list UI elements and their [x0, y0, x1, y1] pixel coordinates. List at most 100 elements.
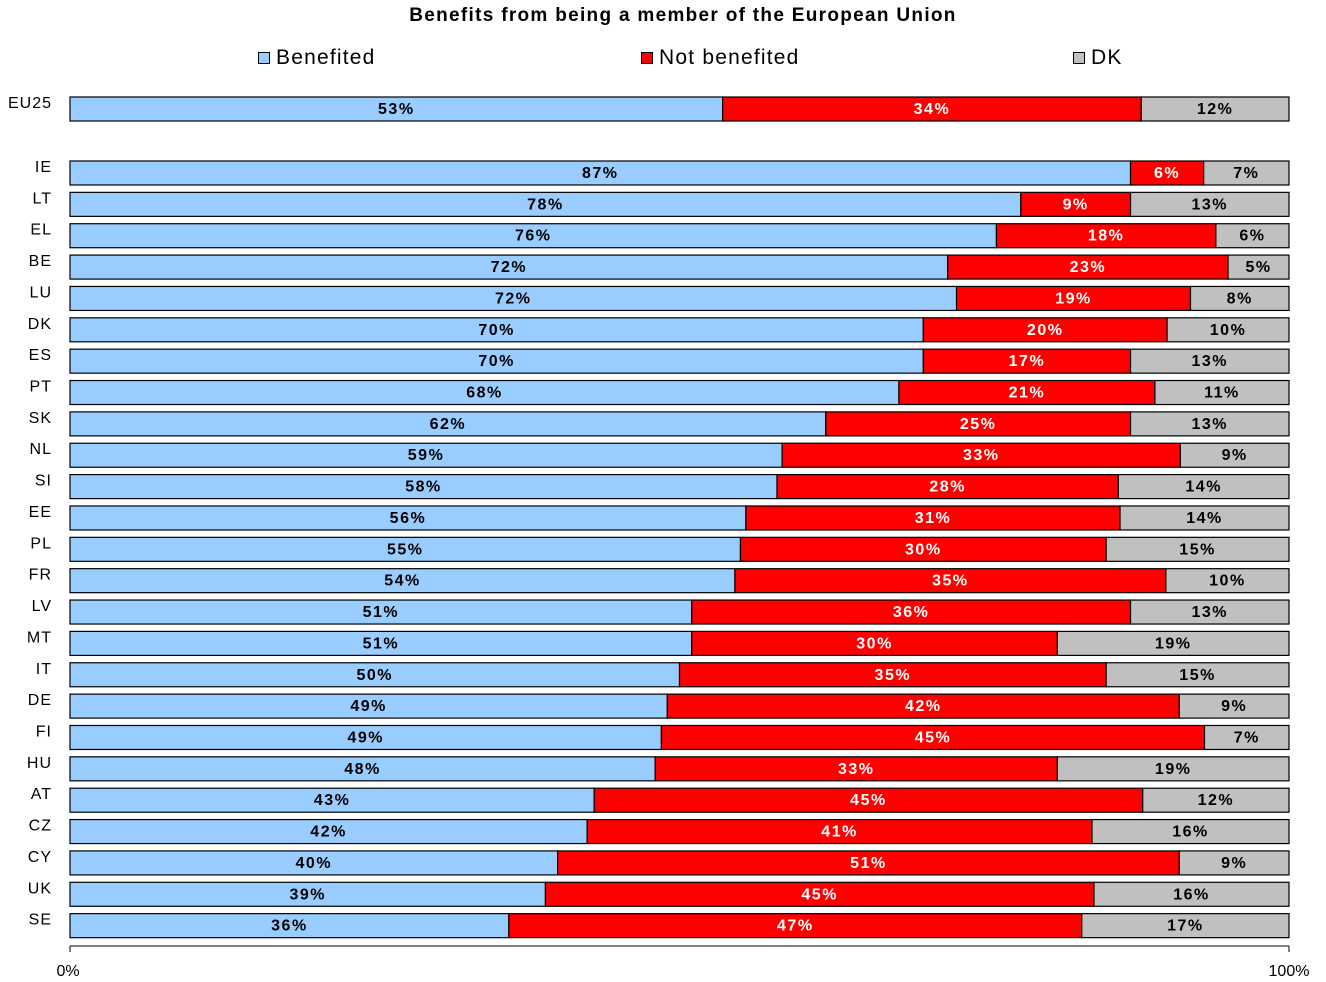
bar-benefited-ee: [69, 505, 747, 531]
row-label-fi: FI: [36, 723, 52, 740]
value-label-benefited-fi: 49%: [347, 729, 384, 746]
row-label-pl: PL: [30, 535, 52, 552]
value-label-not-benefited-be: 23%: [1070, 259, 1107, 276]
bar-not-benefited-pt: [898, 379, 1156, 406]
row-label-it: IT: [36, 661, 52, 678]
value-label-benefited-at: 43%: [314, 792, 351, 809]
bar-benefited-eu25: [69, 96, 724, 122]
bar-dk-si: [1117, 474, 1290, 500]
row-label-lu: LU: [30, 284, 52, 301]
legend-swatch-dk: [1073, 52, 1085, 64]
value-label-benefited-lv: 51%: [363, 604, 400, 621]
bar-dk-sk: [1129, 411, 1290, 437]
row-label-cz: CZ: [29, 818, 52, 835]
legend-swatch-not-benefited: [641, 52, 653, 64]
value-label-benefited-si: 58%: [405, 479, 442, 496]
bars-layer: 53% 34% 12% 87% 6% 7% 78% 9% 13% 76% 18% 6% 72% 23% 5%…: [69, 96, 1290, 939]
value-label-dk-sk: 13%: [1191, 416, 1228, 433]
value-label-dk-cy: 9%: [1221, 855, 1247, 872]
value-label-not-benefited-nl: 33%: [963, 447, 1000, 464]
x-tick-100: 100%: [1269, 963, 1310, 980]
value-label-benefited-pl: 55%: [387, 541, 424, 558]
value-label-dk-se: 17%: [1167, 918, 1204, 935]
value-label-not-benefited-mt: 30%: [856, 635, 893, 652]
bar-not-benefited-lv: [691, 599, 1132, 625]
bar-benefited-dk: [69, 317, 924, 343]
bar-dk-fr: [1165, 568, 1290, 594]
row-label-at: AT: [31, 786, 52, 803]
row-label-ie: IE: [35, 159, 52, 176]
row-label-de: DE: [28, 692, 52, 709]
value-label-dk-ee: 14%: [1186, 510, 1223, 527]
value-label-not-benefited-fi: 45%: [915, 729, 952, 746]
bar-not-benefited-es: [922, 348, 1132, 374]
legend-swatch-benefited: [258, 52, 270, 64]
bar-dk-lt: [1129, 191, 1290, 217]
row-label-eu25: EU25: [8, 95, 52, 112]
value-label-dk-dk: 10%: [1210, 322, 1247, 339]
bar-dk-nl: [1179, 442, 1290, 468]
value-label-not-benefited-lv: 36%: [893, 604, 930, 621]
bar-dk-pt: [1154, 379, 1290, 406]
legend-label-dk: DK: [1091, 46, 1123, 69]
bar-benefited-ie: [69, 160, 1132, 186]
value-label-benefited-hu: 48%: [344, 761, 381, 778]
value-label-benefited-be: 72%: [491, 259, 528, 276]
value-label-dk-lt: 13%: [1191, 196, 1228, 213]
value-label-dk-at: 12%: [1198, 792, 1235, 809]
bar-benefited-fi: [69, 724, 662, 751]
bar-benefited-pl: [69, 536, 742, 562]
bar-benefited-es: [69, 348, 924, 374]
value-label-benefited-it: 50%: [356, 667, 393, 684]
row-label-es: ES: [29, 347, 52, 364]
row-labels-layer: EU25 IE LT EL BE LU DK ES PT SK NL SI EE PL FR LV MT IT DE…: [8, 95, 52, 929]
bar-not-benefited-de: [666, 693, 1180, 719]
bar-dk-uk: [1093, 881, 1290, 907]
bar-not-benefited-cz: [586, 818, 1093, 845]
bar-dk-lu: [1189, 285, 1290, 312]
bar-dk-cy: [1178, 850, 1290, 876]
value-label-dk-be: 5%: [1245, 259, 1271, 276]
bar-dk-fi: [1203, 724, 1290, 751]
value-label-benefited-ie: 87%: [582, 165, 619, 182]
value-label-dk-fi: 7%: [1234, 729, 1260, 746]
value-label-not-benefited-at: 45%: [850, 792, 887, 809]
value-label-not-benefited-eu25: 34%: [914, 101, 951, 118]
row-label-mt: MT: [27, 629, 52, 646]
bar-dk-cz: [1091, 818, 1290, 845]
bar-not-benefited-se: [508, 913, 1083, 939]
value-label-not-benefited-ie: 6%: [1154, 165, 1180, 182]
bar-dk-pl: [1105, 536, 1290, 562]
legend-label-benefited: Benefited: [276, 46, 376, 69]
legend-label-not-benefited: Not benefited: [659, 46, 800, 69]
bar-benefited-hu: [69, 756, 656, 782]
bar-dk-es: [1129, 348, 1290, 374]
legend-item-dk: DK: [1073, 45, 1123, 71]
value-label-benefited-pt: 68%: [466, 385, 503, 402]
value-label-benefited-uk: 39%: [289, 886, 326, 903]
value-label-benefited-lt: 78%: [527, 196, 564, 213]
bar-not-benefited-pl: [739, 536, 1107, 562]
bar-dk-eu25: [1140, 96, 1290, 122]
value-label-benefited-ee: 56%: [390, 510, 427, 527]
value-label-benefited-el: 76%: [515, 228, 552, 245]
value-label-dk-pt: 11%: [1204, 385, 1240, 402]
value-label-not-benefited-cz: 41%: [821, 824, 858, 841]
bar-not-benefited-be: [947, 254, 1229, 280]
bar-not-benefited-nl: [781, 442, 1181, 468]
value-label-dk-cz: 16%: [1172, 824, 1209, 841]
row-label-ee: EE: [29, 504, 52, 521]
value-label-dk-mt: 19%: [1155, 635, 1192, 652]
value-label-not-benefited-el: 18%: [1088, 228, 1125, 245]
legend-item-not-benefited: Not benefited: [641, 45, 800, 71]
value-label-not-benefited-lu: 19%: [1055, 290, 1092, 307]
value-label-dk-uk: 16%: [1173, 886, 1210, 903]
value-label-benefited-fr: 54%: [384, 573, 421, 590]
row-label-hu: HU: [27, 755, 52, 772]
bar-dk-ee: [1119, 505, 1290, 531]
value-label-benefited-cz: 42%: [310, 824, 347, 841]
value-label-benefited-se: 36%: [271, 918, 308, 935]
value-label-benefited-nl: 59%: [408, 447, 445, 464]
bar-dk-el: [1215, 223, 1290, 249]
